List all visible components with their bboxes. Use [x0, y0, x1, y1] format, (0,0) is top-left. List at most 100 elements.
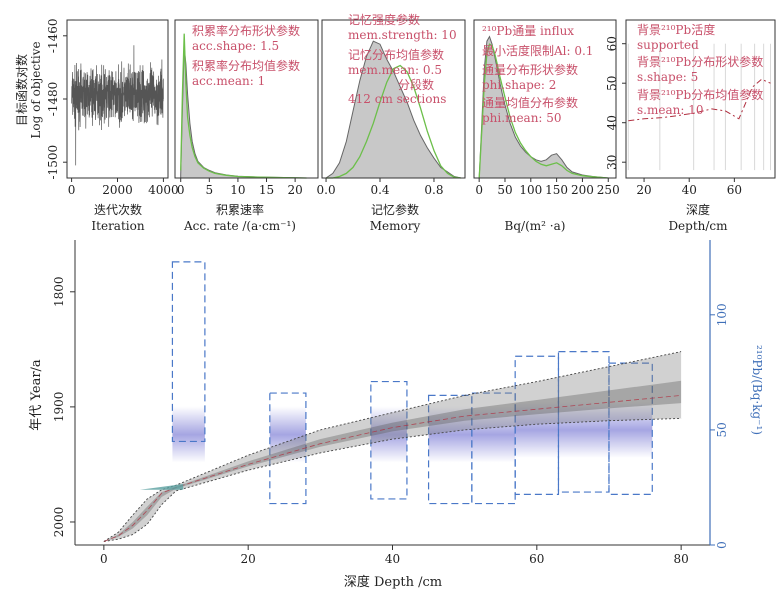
supported-annot-3: s.shape: 5 — [637, 70, 698, 84]
memory-annotations: 记忆强度参数 mem.strength: 10 记忆分布均值参数 mem.mea… — [348, 12, 457, 106]
influx-xtick-label: 250 — [597, 183, 620, 197]
acc-annot-0: 积累率分布形状参数 — [192, 23, 300, 38]
pb210-shade — [471, 406, 516, 463]
influx-frame — [473, 19, 617, 179]
supported-ytick-label: 50 — [605, 76, 619, 91]
influx-annot-3: phi.shape: 2 — [482, 78, 556, 92]
main-ytick-left-label: 1900 — [52, 392, 66, 423]
main-xtick-label: 80 — [673, 552, 688, 566]
acc-xtick-label: 20 — [287, 183, 302, 197]
supported-ytick-label: 30 — [605, 155, 619, 170]
main-xtick-label: 60 — [529, 552, 544, 566]
supported-annotations: 背景²¹⁰Pb活度 supported 背景²¹⁰Pb分布形状参数 s.shap… — [637, 22, 763, 117]
memory-xlabel-cn: 记忆参数 — [371, 202, 419, 217]
memory-xtick-label: 0.8 — [424, 183, 443, 197]
trace-xtick-label: 2000 — [102, 183, 133, 197]
pb210-shade — [558, 401, 609, 458]
main-xtick-label: 20 — [241, 552, 256, 566]
age-median-line — [103, 395, 682, 542]
supported-ytick-label: 40 — [605, 115, 619, 130]
memory-annot-3: mem.mean: 0.5 — [348, 63, 442, 77]
trace-ylabels: 目标函数对数 Log of objective — [14, 41, 43, 138]
age-band-inner — [103, 380, 682, 542]
trace-ylabel-cn: 目标函数对数 — [14, 54, 29, 126]
trace-xlabel-cn: 迭代次数 — [94, 202, 142, 217]
age-band — [103, 351, 682, 542]
acc-frame — [174, 19, 319, 179]
pb210-box — [171, 261, 206, 443]
age-upper-line — [103, 351, 682, 542]
memory-annot-5: 412 cm sections — [348, 92, 446, 106]
influx-annot-4: 通量均值分布参数 — [482, 95, 578, 110]
influx-xtick-label: 200 — [571, 183, 594, 197]
influx-annot-1: 最小活度限制Al: 0.1 — [482, 43, 593, 58]
supported-annot-4: 背景²¹⁰Pb分布均值参数 — [637, 87, 763, 102]
acc-annotations: 积累率分布形状参数 acc.shape: 1.5 积累率分布均值参数 acc.m… — [192, 23, 300, 88]
acc-rate-panel: 0 5 10 15 20 — [174, 19, 319, 197]
pb210-box — [269, 392, 307, 505]
supported-xtick-label: 60 — [727, 183, 742, 197]
supported-xlabel-en: Depth/cm — [668, 219, 728, 233]
memory-xtick-label: 0.4 — [370, 183, 389, 197]
acc-xtick-label: 0 — [177, 183, 185, 197]
acc-annot-2: 积累率分布均值参数 — [192, 58, 300, 73]
memory-posterior-area — [324, 40, 462, 179]
acc-prior-line — [180, 33, 307, 179]
supported-annot-0: 背景²¹⁰Pb活度 — [637, 22, 715, 37]
pb210-shade — [608, 401, 653, 458]
trace-ytick-label: -1460 — [46, 19, 60, 54]
influx-annotations: ²¹⁰Pb通量 influx 最小活度限制Al: 0.1 通量分布形状参数 ph… — [482, 24, 593, 125]
main-ytick-left-label: 1800 — [52, 277, 66, 308]
trace-panel: 0 2000 4000 -1500 -1480 -1460 — [46, 19, 179, 197]
acc-xlabel-en: Acc. rate /(a·cm⁻¹) — [183, 219, 296, 233]
memory-annot-2: 记忆分布均值参数 — [348, 47, 444, 62]
main-ytick-right-label: 50 — [715, 422, 729, 437]
acc-xtick-label: 15 — [259, 183, 274, 197]
supported-annot-2: 背景²¹⁰Pb分布形状参数 — [637, 54, 763, 69]
supported-frame — [625, 19, 776, 179]
supported-xlabel-cn: 深度 — [686, 202, 710, 217]
main-ytick-left-label: 2000 — [52, 507, 66, 538]
influx-xtick-label: 50 — [497, 183, 512, 197]
trace-xtick-label: 0 — [68, 183, 76, 197]
memory-xlabel-en: Memory — [370, 219, 421, 233]
influx-prior-line — [478, 43, 609, 179]
trace-xlabel-en: Iteration — [91, 219, 144, 233]
memory-panel: 0.0 0.4 0.8 — [317, 19, 466, 197]
main-xtick-label: 40 — [385, 552, 400, 566]
trace-ytick-label: -1500 — [46, 145, 60, 180]
age-lower-line — [103, 417, 682, 542]
trace-ylabel-en: Log of objective — [29, 41, 43, 138]
supported-xtick-label: 40 — [682, 183, 697, 197]
influx-annot-0: ²¹⁰Pb通量 influx — [482, 24, 574, 38]
trace-ytick-label: -1480 — [46, 82, 60, 117]
memory-annot-0: 记忆强度参数 — [348, 12, 420, 27]
influx-posterior-area — [478, 35, 609, 179]
acc-annot-3: acc.mean: 1 — [192, 74, 265, 88]
trace-series-line — [71, 45, 164, 166]
acc-xlabel-cn: 积累速率 — [216, 202, 264, 217]
memory-xtick-label: 0.0 — [317, 183, 336, 197]
pb210-box — [370, 380, 408, 500]
influx-xtick-label: 150 — [545, 183, 568, 197]
pb210-box — [557, 351, 610, 493]
supported-ytick-label: 60 — [605, 36, 619, 51]
pb210-box — [427, 394, 473, 505]
memory-frame — [321, 19, 466, 179]
main-xtick-label: 0 — [100, 552, 108, 566]
pb210-shade — [428, 406, 472, 463]
surface-date-marker — [139, 484, 184, 490]
influx-annot-5: phi.mean: 50 — [482, 111, 562, 125]
acc-annot-1: acc.shape: 1.5 — [192, 39, 279, 53]
pb210-shade — [370, 406, 407, 463]
memory-annot-4: 分段数 — [398, 77, 434, 92]
pb210-shade — [515, 401, 559, 458]
supported-series-line — [628, 78, 771, 122]
acc-xtick-label: 10 — [230, 183, 245, 197]
pb210-shade — [172, 406, 205, 463]
supported-annot-5: s.mean: 10 — [637, 103, 703, 117]
influx-annot-2: 通量分布形状参数 — [482, 62, 578, 77]
memory-annot-1: mem.strength: 10 — [348, 28, 457, 42]
memory-prior-line — [326, 64, 462, 179]
